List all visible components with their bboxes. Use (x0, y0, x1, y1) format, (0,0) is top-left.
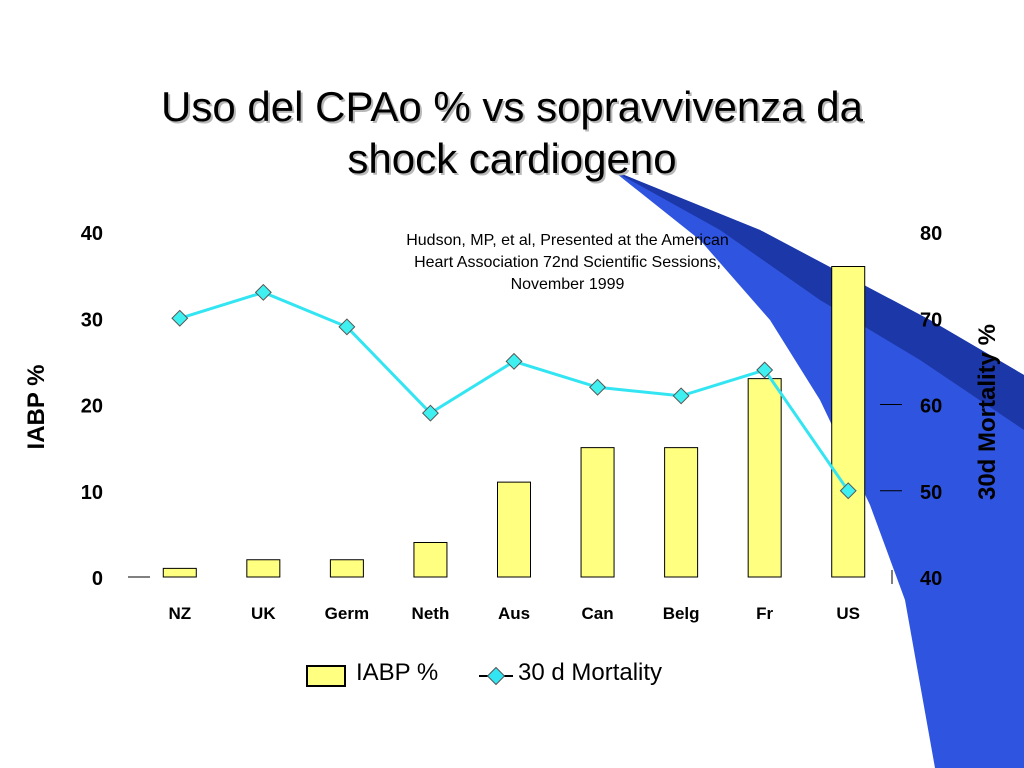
bar-germ (329, 559, 364, 578)
x-tick-label-belg: Belg (663, 604, 700, 623)
bar-uk (246, 559, 281, 578)
y-tick-label: 40 (81, 223, 103, 245)
mortality-point-neth (421, 404, 439, 422)
y2-tick-label: 60 (920, 396, 942, 418)
mortality-point-germ (338, 318, 356, 336)
x-tick-label-can: Can (581, 604, 613, 623)
y2-axis-title: 30d Mortality % (974, 324, 1001, 500)
mortality-point-belg (672, 387, 690, 405)
legend-bar-swatch (306, 665, 346, 687)
y-tick-label: 10 (81, 482, 103, 504)
slide-title-line-2: shock cardiogeno (347, 135, 677, 182)
x-tick-label-nz: NZ (168, 604, 191, 623)
mortality-point-us (839, 482, 857, 500)
citation-line-3: November 1999 (510, 276, 625, 293)
x-tick-label-us: US (836, 604, 860, 623)
citation: Hudson, MP, et al, Presented at the Amer… (340, 230, 795, 296)
bar-fr (747, 378, 782, 578)
y2-tick-label: 70 (920, 309, 942, 331)
mortality-point-fr (756, 361, 774, 379)
bar-can (580, 447, 615, 578)
x-tick-label-fr: Fr (756, 604, 773, 623)
citation-line-1: Hudson, MP, et al, Presented at the Amer… (406, 232, 729, 249)
y2-tick-label: 80 (920, 223, 942, 245)
legend-bar-label: IABP % (356, 659, 439, 686)
bar-belg (664, 447, 699, 578)
bar-us (831, 266, 866, 578)
citation-line-2: Heart Association 72nd Scientific Sessio… (414, 254, 721, 271)
mortality-point-can (589, 378, 607, 396)
legend-line-label: 30 d Mortality (518, 659, 663, 686)
mortality-point-uk (254, 283, 272, 301)
y-axis-title: IABP % (23, 365, 50, 450)
y-tick-label: 30 (81, 309, 103, 331)
chart-legend: IABP % 30 d Mortality (0, 657, 1024, 693)
slide-title-line-1: Uso del CPAo % vs sopravvivenza da (161, 83, 863, 130)
bar-neth (413, 542, 448, 578)
bar-nz (162, 567, 197, 578)
x-tick-label-uk: UK (251, 604, 276, 623)
y-tick-label: 20 (81, 396, 103, 418)
mortality-point-aus (505, 352, 523, 370)
y2-tick-label: 50 (920, 482, 942, 504)
legend-line-swatch (479, 666, 513, 686)
y2-tick-label: 40 (920, 568, 942, 590)
x-tick-label-germ: Germ (325, 604, 369, 623)
y-tick-label: 0 (92, 568, 103, 590)
x-tick-label-neth: Neth (412, 604, 450, 623)
bar-aus (497, 481, 531, 578)
x-tick-label-aus: Aus (498, 604, 530, 623)
mortality-point-nz (171, 309, 189, 327)
